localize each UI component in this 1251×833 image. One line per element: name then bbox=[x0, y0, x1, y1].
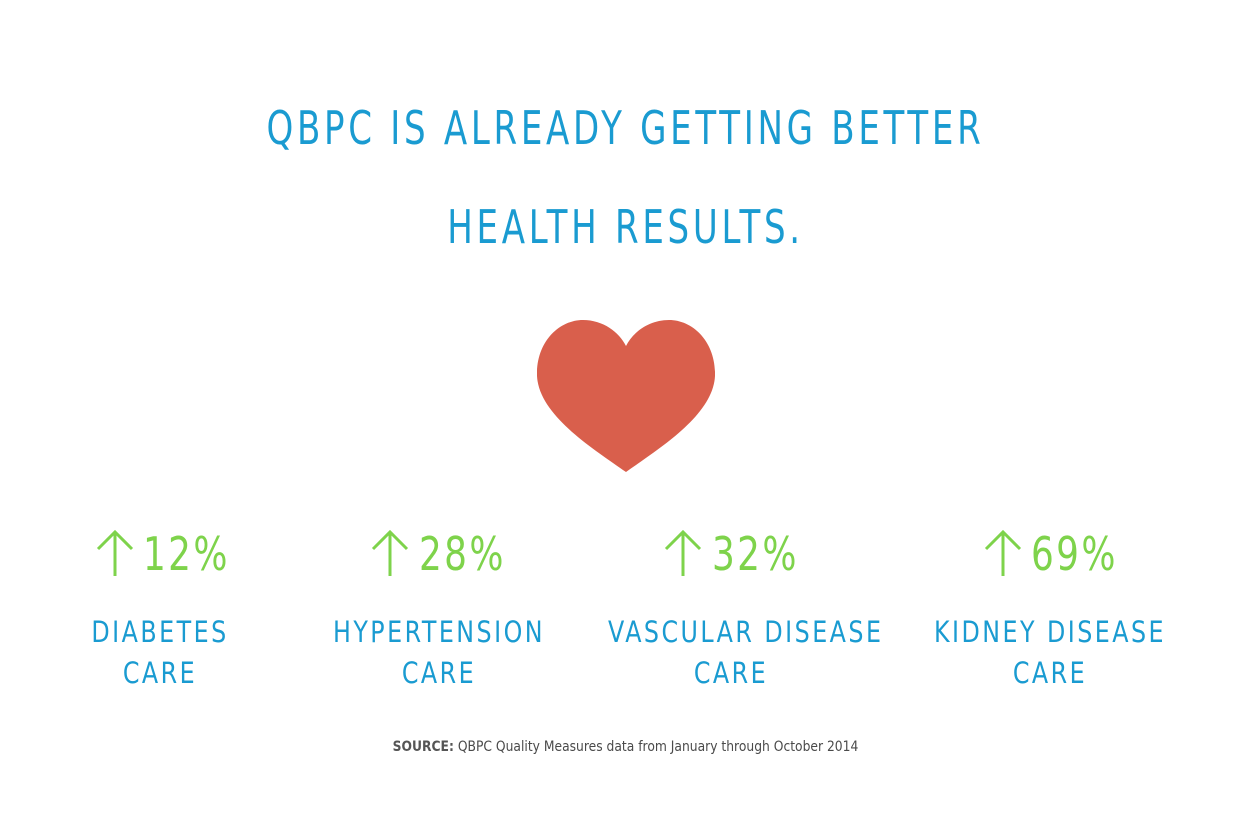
arrow-up-icon bbox=[96, 529, 134, 576]
stat-label-line-1: HYPERTENSION bbox=[332, 615, 546, 649]
stat-label: KIDNEY DISEASE CARE bbox=[927, 612, 1173, 694]
stat-label-line-1: DIABETES bbox=[91, 615, 229, 649]
page-title-line-1: QBPC IS ALREADY GETTING BETTER bbox=[266, 101, 985, 155]
stat-percent: 12% bbox=[143, 527, 230, 581]
source-text: QBPC Quality Measures data from January … bbox=[457, 739, 859, 755]
stat-label-line-2: CARE bbox=[693, 656, 769, 690]
stat-label-line-2: CARE bbox=[401, 656, 477, 690]
stat-label-line-1: VASCULAR DISEASE bbox=[608, 615, 884, 649]
stat-kidney-disease-care: 69% KIDNEY DISEASE CARE bbox=[900, 520, 1200, 700]
stat-label-line-2: CARE bbox=[1012, 656, 1088, 690]
source-note: SOURCE: QBPC Quality Measures data from … bbox=[75, 739, 1176, 755]
stat-label-line-2: CARE bbox=[122, 656, 198, 690]
stat-value-row: 32% bbox=[581, 526, 881, 581]
stat-hypertension-care: 28% HYPERTENSION CARE bbox=[289, 520, 589, 700]
stat-percent: 32% bbox=[712, 527, 799, 581]
stat-label: VASCULAR DISEASE CARE bbox=[608, 612, 884, 694]
stat-label: DIABETES CARE bbox=[37, 612, 283, 694]
arrow-up-icon bbox=[664, 529, 702, 576]
heart-icon bbox=[537, 320, 715, 472]
source-label: SOURCE: bbox=[392, 739, 454, 755]
arrow-up-icon bbox=[984, 529, 1022, 576]
stat-value-row: 28% bbox=[289, 526, 589, 581]
arrow-up-icon bbox=[371, 529, 409, 576]
stat-value-row: 69% bbox=[900, 526, 1200, 581]
page-title-line-2: HEALTH RESULTS. bbox=[447, 200, 804, 254]
stat-percent: 69% bbox=[1031, 527, 1118, 581]
stat-diabetes-care: 12% DIABETES CARE bbox=[10, 520, 310, 700]
stat-label-line-1: KIDNEY DISEASE bbox=[933, 615, 1167, 649]
stat-value-row: 12% bbox=[10, 526, 310, 581]
stat-percent: 28% bbox=[419, 527, 506, 581]
stat-vascular-disease-care: 32% VASCULAR DISEASE CARE bbox=[581, 520, 881, 700]
stat-label: HYPERTENSION CARE bbox=[316, 612, 562, 694]
